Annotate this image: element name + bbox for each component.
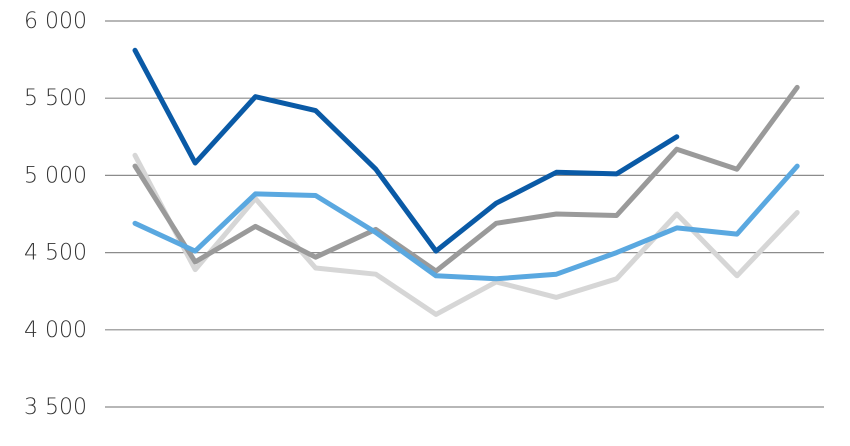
series-line-4 [132,47,680,254]
y-tick-label: 5 500 [24,86,87,111]
y-tick-label: 4 500 [24,241,87,266]
y-axis-ticks: 6 000 5 500 5 000 4 500 4 000 3 500 [24,9,87,420]
series-line-2 [132,84,800,274]
series-line-3 [132,163,800,282]
series-line-1 [132,152,800,317]
y-tick-label: 4 000 [24,318,87,343]
y-tick-label: 3 500 [24,395,87,420]
series-lines [132,47,800,317]
y-tick-label: 6 000 [24,9,87,34]
y-tick-label: 5 000 [24,163,87,188]
gridlines [105,20,824,408]
